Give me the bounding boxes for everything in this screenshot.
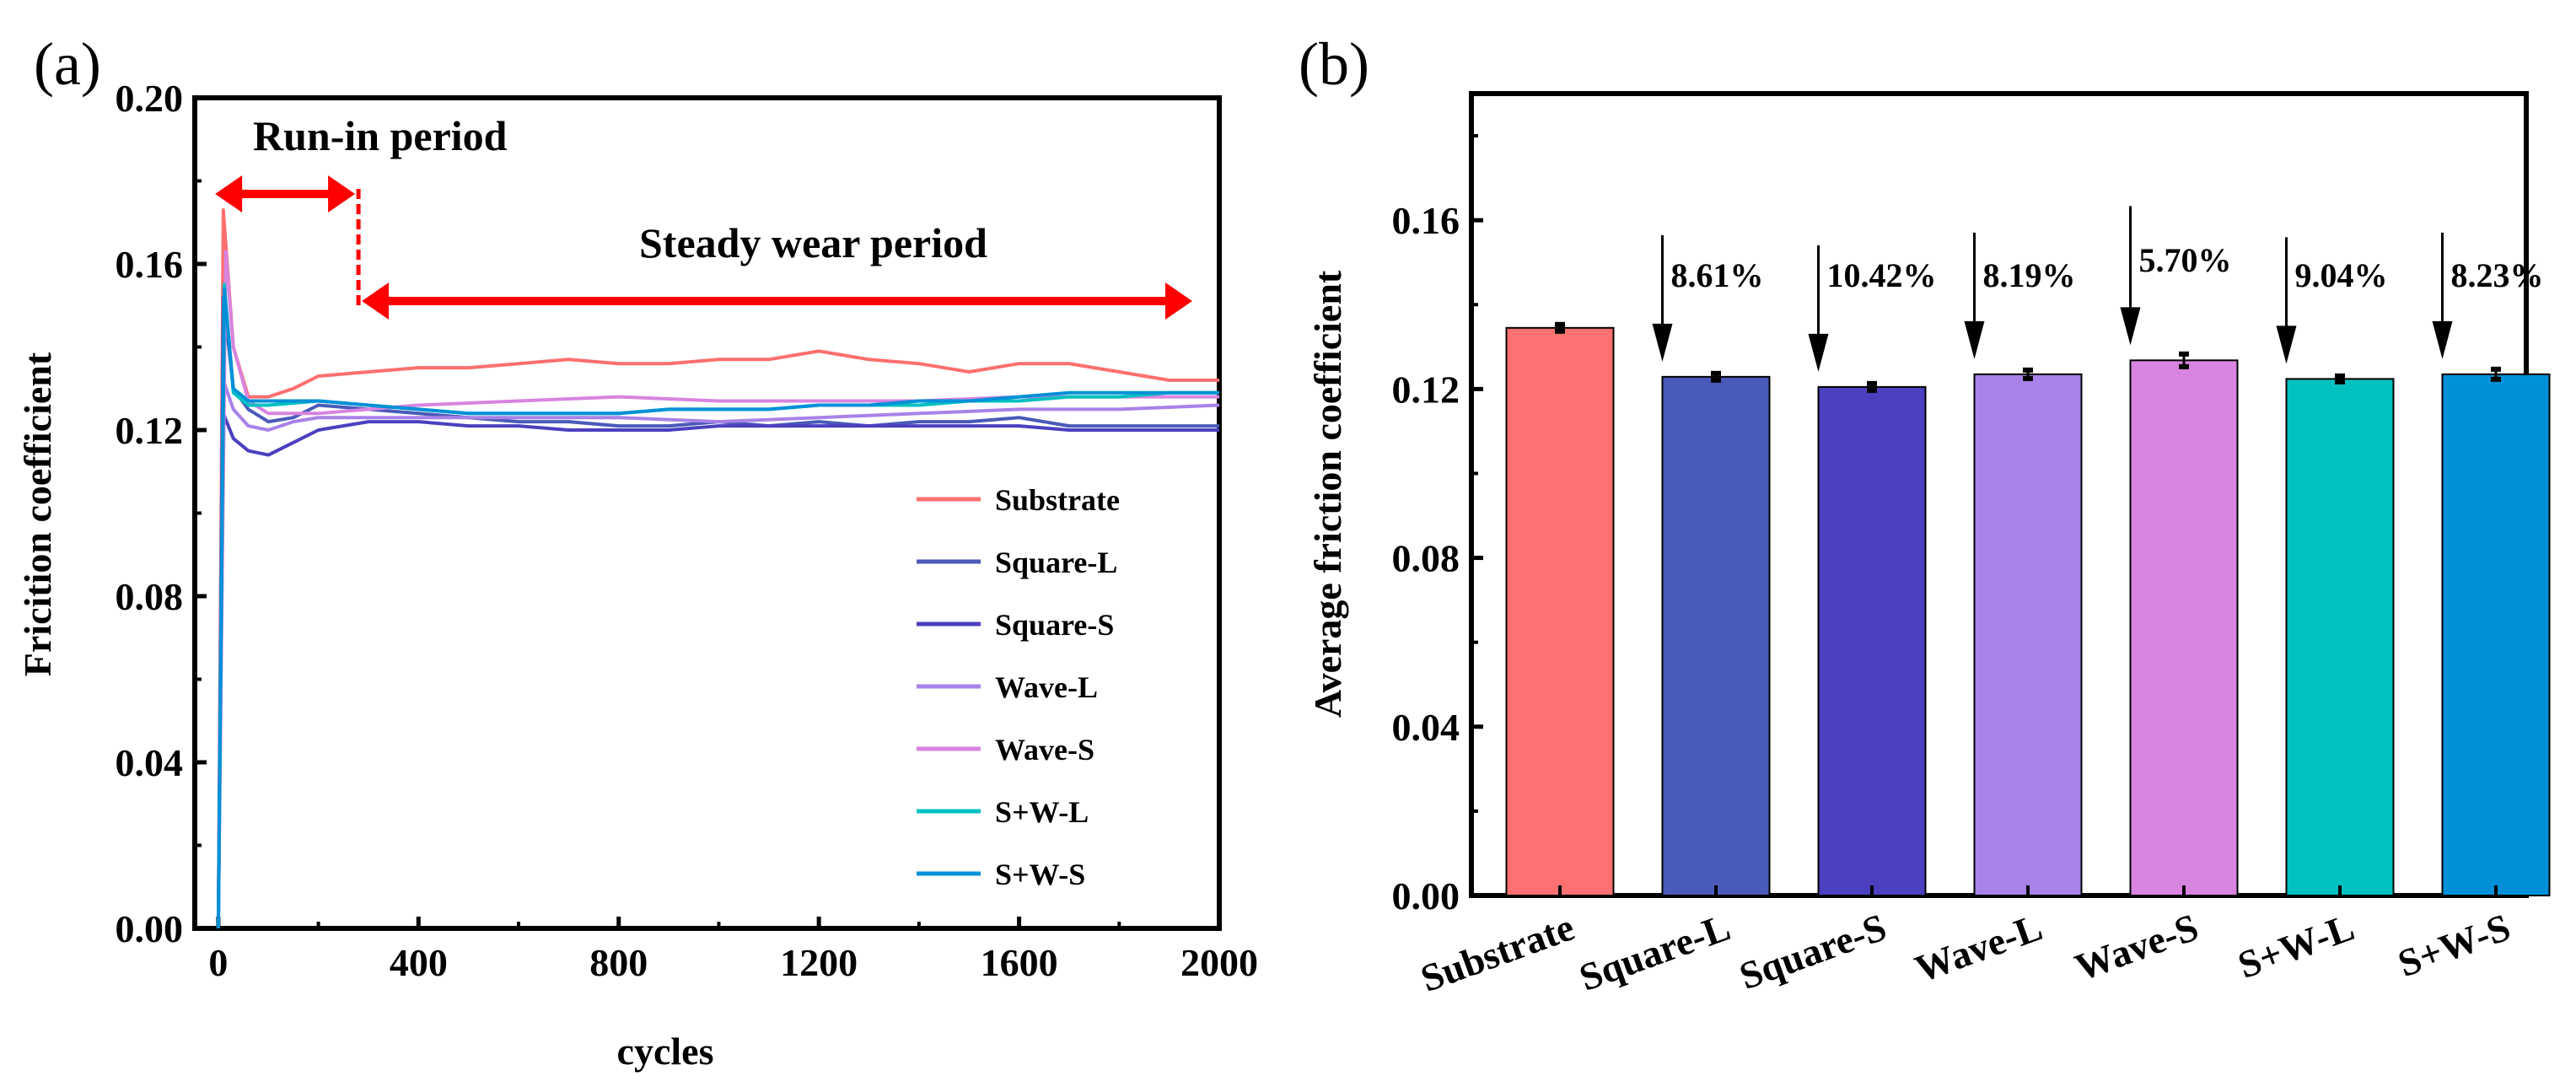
y-tick-label-a: 0.04 [116,741,184,784]
panel-label-b: (b) [1299,30,1369,98]
legend-label: Wave-S [995,733,1094,767]
reduction-arrow-head [1964,320,1985,359]
series-line-wave-s [216,250,1219,929]
y-tick-label-a: 0.16 [116,243,184,286]
run-in-arrow-left-head [215,175,243,212]
y-tick-label-b: 0.08 [1392,537,1460,580]
bar-s-w-s [2441,373,2551,897]
y-axis-label-a: Fricition coefficient [16,352,59,676]
reduction-arrow-head [1808,333,1829,372]
x-axis-label-a: cycles [617,1030,714,1073]
reduction-label: 5.70% [2139,241,2232,279]
run-in-annotation: Run-in period [253,112,508,159]
series-line-substrate [216,208,1219,929]
bar-wave-s [2129,359,2239,896]
y-tick-label-b: 0.04 [1392,706,1460,749]
legend-label: Substrate [995,483,1120,517]
reduction-label: 10.42% [1827,256,1937,294]
x-tick-label-b: Substrate [1415,905,1579,1000]
period-arrows [215,175,1192,320]
y-tick-label-a: 0.20 [116,77,184,120]
x-tick-label-a: 0 [208,941,228,984]
legend-label: Square-L [995,546,1117,579]
panel-label-a: (a) [34,30,101,98]
y-tick-label-b: 0.16 [1392,199,1460,242]
legend-label: S+W-S [995,858,1085,891]
y-tick-label-b: 0.00 [1392,874,1460,917]
friction-line-chart: 0.00 0.04 0.08 0.12 0.16 0.20 0 400 800 1200 1600 2… [16,77,1258,1073]
reduction-label: 8.19% [1983,256,2076,294]
x-tick-label-b: Wave-L [1909,905,2047,990]
series-line-s-w-l [216,282,1219,929]
x-tick-label-a: 800 [589,941,648,984]
bar-square-s [1817,385,1927,896]
series-line-square-l [216,295,1219,929]
series-line-s-w-s [216,287,1219,929]
x-tick-label-b: Square-S [1734,905,1891,998]
reduction-label: 8.61% [1671,256,1764,294]
reduction-arrow-head [2432,320,2453,359]
y-tick-label-b: 0.12 [1392,368,1460,411]
reduction-label: 8.23% [2451,256,2544,294]
series-line-wave-l [216,378,1220,929]
x-tick-label-b: Square-L [1573,905,1735,998]
bar-s-w-l [2285,378,2395,897]
legend-label: Wave-L [995,670,1098,704]
x-tick-label-b: S+W-S [2392,905,2515,985]
steady-arrow-left-head [362,282,390,320]
x-tick-label-b: Wave-S [2069,905,2203,988]
steady-annotation: Steady wear period [639,219,987,266]
bar-substrate [1505,326,1615,896]
run-in-arrow-right-head [328,175,356,212]
series-line-square-s [216,412,1219,929]
x-tick-label-a: 1600 [981,941,1058,984]
y-tick-label-a: 0.00 [116,907,184,950]
bar-square-l [1661,375,1771,896]
x-tick-label-a: 1200 [780,941,858,984]
steady-arrow-right-head [1165,282,1192,320]
y-tick-label-a: 0.08 [116,575,184,618]
x-tick-label-b: S+W-L [2232,905,2359,987]
legend: Substrate Square-L Square-S Wave-L Wave-S S+W… [917,483,1120,891]
y-tick-label-a: 0.12 [116,409,184,452]
reduction-arrow-head [1652,323,1673,362]
y-axis-label-b: Average friction coefficient [1306,270,1349,718]
legend-label: Square-S [995,608,1114,642]
reduction-label: 9.04% [2295,256,2388,294]
reduction-arrow-head [2120,307,2141,346]
reduction-arrow-head [2276,325,2297,364]
bar-wave-l [1973,373,2083,897]
legend-label: S+W-L [995,795,1089,829]
x-tick-label-a: 2000 [1180,941,1258,984]
x-tick-label-a: 400 [390,941,448,984]
